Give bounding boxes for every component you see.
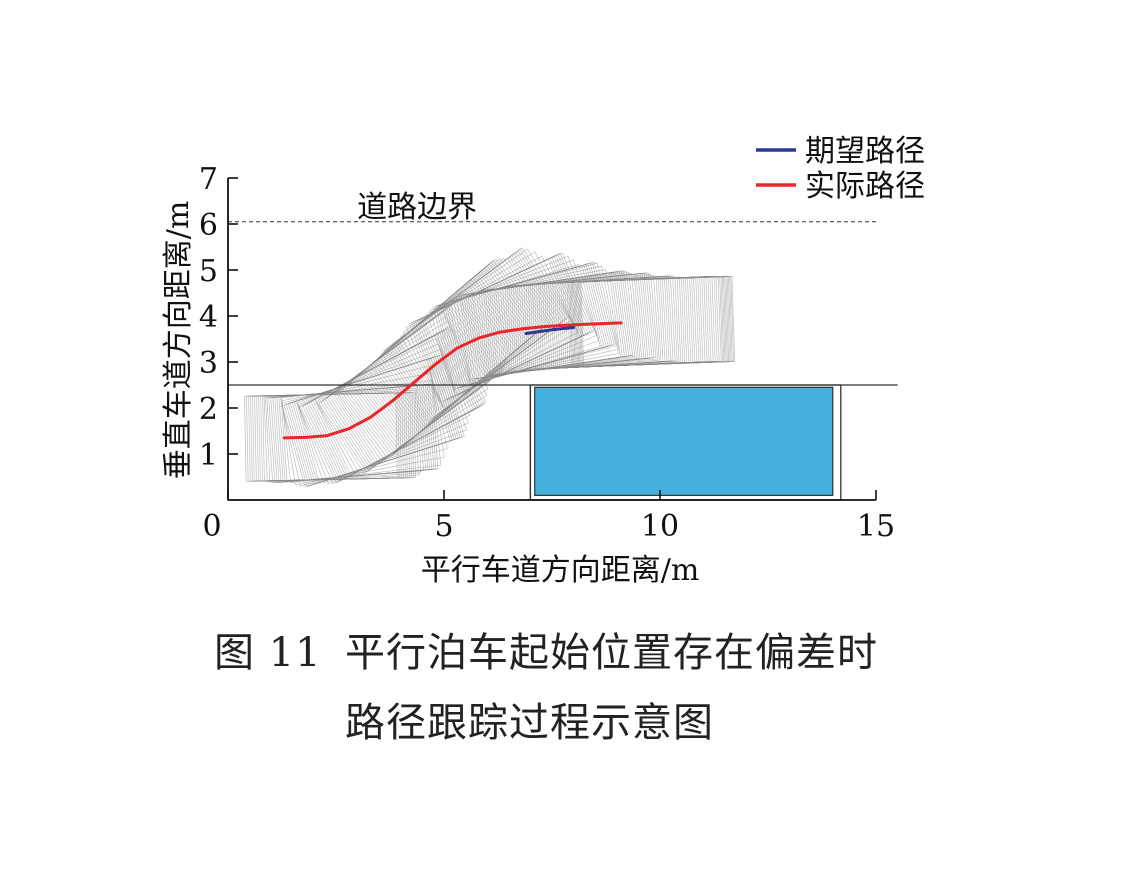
path-series bbox=[282, 321, 623, 440]
vehicle-outline bbox=[456, 269, 620, 382]
caption-line-1: 平行泊车起始位置存在偏差时 bbox=[345, 630, 878, 676]
vehicle-outline bbox=[262, 392, 416, 482]
actual-path-line bbox=[282, 321, 623, 440]
vehicle-outline bbox=[315, 321, 488, 476]
y-tick-label: 7 bbox=[199, 162, 218, 197]
legend-label: 期望路径 bbox=[805, 134, 925, 169]
vehicle-outline bbox=[473, 270, 636, 378]
vehicle-outline bbox=[478, 272, 639, 377]
vehicle-outline bbox=[449, 262, 617, 385]
vehicle-outline bbox=[502, 274, 660, 373]
legend-label: 实际路径 bbox=[805, 169, 925, 204]
x-tick-label: 10 bbox=[641, 509, 679, 544]
x-axis-label: 平行车道方向距离/m bbox=[421, 553, 700, 588]
vehicle-outline bbox=[521, 275, 678, 371]
vehicle-outline bbox=[523, 276, 680, 371]
y-tick-label: 3 bbox=[199, 346, 218, 381]
vehicle-outline bbox=[374, 259, 544, 429]
vehicle-outline bbox=[475, 271, 637, 378]
vehicle-outline bbox=[429, 259, 599, 392]
y-tick-label: 2 bbox=[199, 392, 218, 427]
vehicle-outline bbox=[397, 247, 569, 411]
vehicle-outline bbox=[423, 252, 595, 396]
vehicle-outline bbox=[316, 316, 489, 475]
vehicle-outline bbox=[379, 258, 549, 425]
expected-path-line bbox=[524, 326, 576, 335]
x-tick-label: 15 bbox=[857, 509, 895, 544]
vehicle-outline bbox=[580, 276, 736, 368]
caption-number: 图 11 bbox=[214, 630, 322, 676]
y-axis-label: 垂直车道方向距离/m bbox=[161, 201, 196, 480]
vehicle-outline bbox=[499, 273, 659, 373]
caption-line-2: 路径跟踪过程示意图 bbox=[345, 700, 714, 746]
vehicle-outline bbox=[298, 337, 471, 484]
road-boundary-label: 道路边界 bbox=[357, 190, 477, 225]
vehicle-outline bbox=[405, 255, 578, 405]
y-tick-label: 4 bbox=[199, 300, 218, 335]
vehicle-outline bbox=[297, 343, 469, 485]
vehicle-outline bbox=[452, 265, 619, 383]
parked-car bbox=[534, 386, 834, 496]
y-tick-label: 5 bbox=[199, 254, 218, 289]
vehicle-outline bbox=[480, 273, 641, 376]
vehicle-sweep-traces bbox=[244, 247, 736, 488]
y-tick-label: 1 bbox=[199, 438, 218, 473]
x-tick-label: 5 bbox=[434, 509, 453, 544]
vehicle-outline bbox=[381, 257, 552, 423]
vehicle-outline bbox=[497, 272, 657, 374]
vehicle-outline bbox=[265, 387, 422, 483]
vehicle-outline bbox=[263, 389, 419, 482]
axes: 0 5 10 15 1 2 3 4 5 6 7 bbox=[199, 162, 895, 544]
vehicle-outline bbox=[266, 385, 424, 484]
x-tick-label: 0 bbox=[202, 509, 221, 544]
y-tick-label: 6 bbox=[199, 208, 218, 243]
vehicle-outline bbox=[312, 327, 485, 477]
